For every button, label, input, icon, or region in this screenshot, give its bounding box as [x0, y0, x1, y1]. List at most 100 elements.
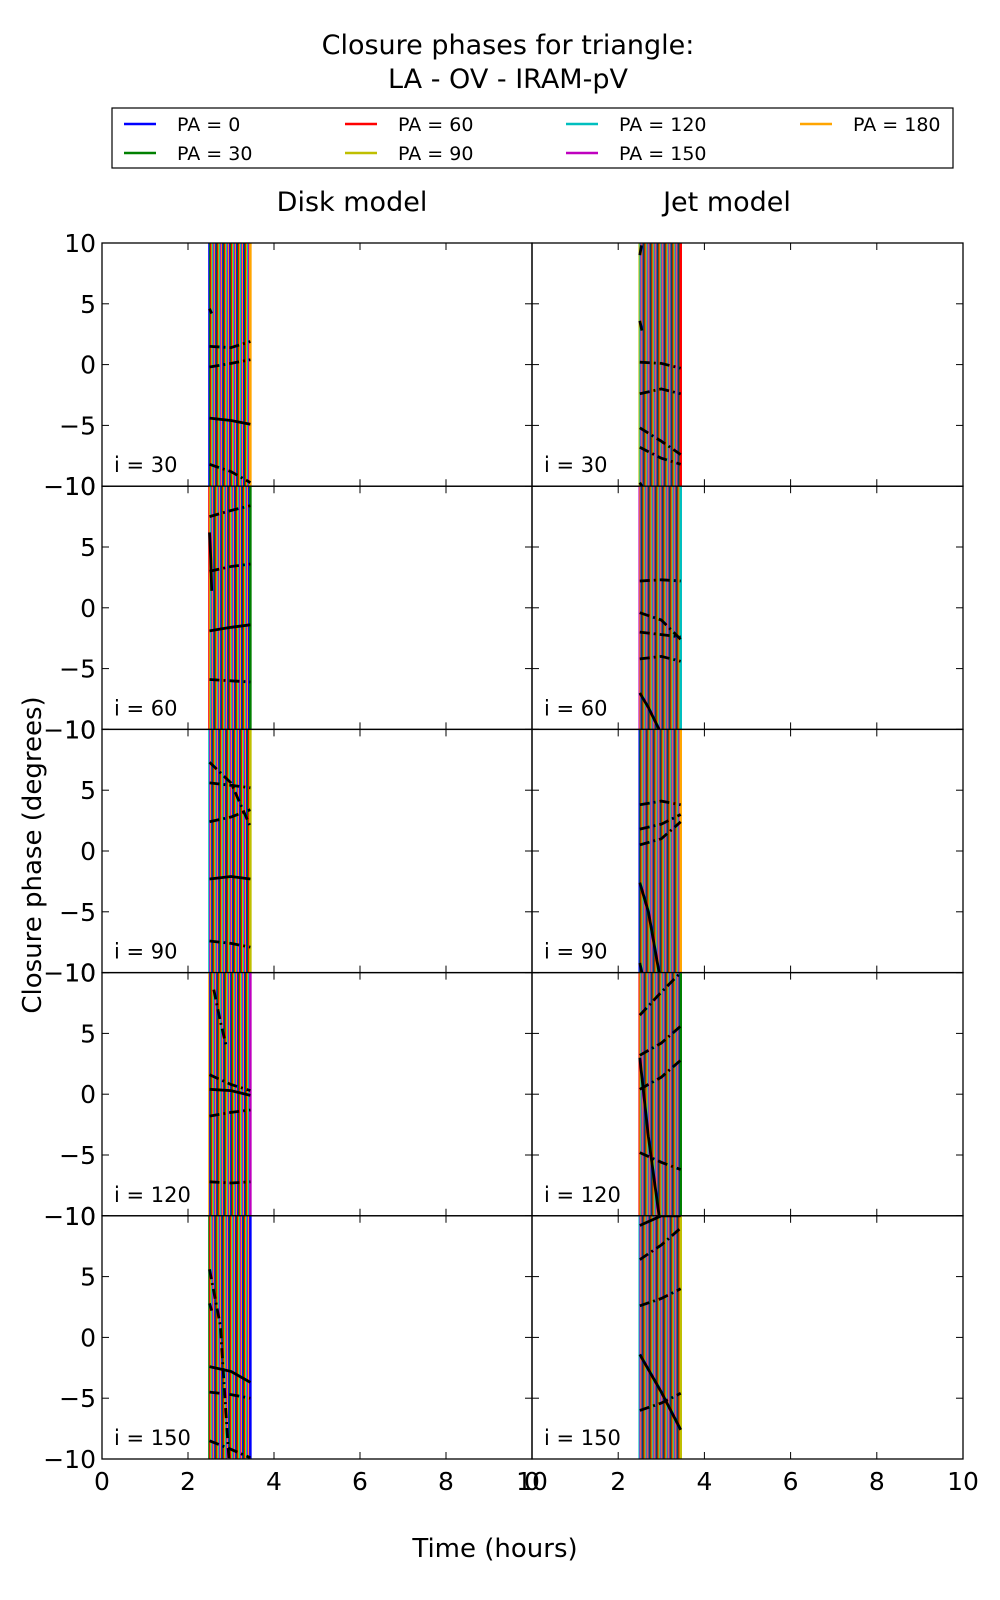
y-tick-label: 0	[80, 1080, 96, 1109]
panels: i = 30 i = 30 i = 60 i = 60 i = 90 i = 90 i = …	[101, 242, 964, 1460]
model-curve	[639, 578, 681, 583]
inclination-label: i = 120	[544, 1183, 621, 1207]
model-curve	[209, 623, 251, 633]
y-tick-label: −5	[59, 898, 96, 927]
x-tick-label: 4	[266, 1467, 282, 1496]
y-tick-label: 0	[80, 594, 96, 623]
chart-title-line-2: LA - OV - IRAM-pV	[388, 64, 628, 95]
y-tick-label: −5	[59, 1384, 96, 1413]
model-curve	[209, 939, 251, 949]
inclination-label: i = 60	[544, 696, 608, 720]
inclination-label: i = 90	[544, 940, 608, 964]
panel-frame	[101, 485, 533, 731]
x-tick-label: 8	[438, 1467, 454, 1496]
inclination-label: i = 150	[544, 1426, 621, 1450]
inclination-label: i = 90	[114, 940, 178, 964]
model-curve	[638, 882, 661, 973]
model-curve	[208, 1302, 214, 1312]
y-tick-label: 10	[64, 229, 96, 258]
inclination-label: i = 30	[114, 453, 178, 477]
x-tick-label: 6	[783, 1467, 799, 1496]
y-tick-label: −5	[59, 411, 96, 440]
model-curve	[209, 340, 251, 350]
y-tick-label: 0	[80, 1323, 96, 1352]
x-tick-label: 10	[947, 1467, 979, 1496]
model-curve	[639, 387, 682, 396]
model-curve	[639, 1226, 682, 1261]
y-tick-label: 5	[80, 533, 96, 562]
x-tick-label: 6	[352, 1467, 368, 1496]
model-curve	[208, 1439, 251, 1460]
panel-frame	[101, 971, 533, 1217]
y-tick-label: −5	[59, 655, 96, 684]
model-curve	[209, 504, 251, 518]
y-tick-label: 10	[64, 472, 96, 501]
y-tick-label: 5	[80, 1019, 96, 1048]
y-tick-label: −10	[43, 472, 96, 501]
x-axis-label: Time (hours)	[411, 1534, 577, 1564]
y-axis-label: Closure phase (degrees)	[18, 696, 48, 1013]
inclination-label: i = 120	[114, 1183, 191, 1207]
x-tick-label: 2	[180, 1467, 196, 1496]
panel: i = 120	[101, 971, 533, 1217]
model-curve	[639, 611, 682, 641]
y-tick-label: 0	[80, 837, 96, 866]
y-tick-label: 0	[80, 351, 96, 380]
panel-frame	[531, 1215, 964, 1460]
model-curve	[639, 1215, 681, 1227]
y-tick-label: 10	[64, 959, 96, 988]
model-curve	[209, 875, 251, 881]
panel: i = 150	[531, 1215, 964, 1460]
model-curve	[209, 678, 251, 684]
y-tick-label: −10	[43, 1202, 96, 1231]
inclination-label: i = 60	[114, 696, 178, 720]
inclination-label: i = 30	[544, 453, 608, 477]
model-curve	[639, 820, 682, 847]
model-curve	[209, 562, 251, 573]
model-curve	[208, 1073, 251, 1092]
panel-frame	[101, 242, 533, 487]
panel-frame	[531, 728, 964, 974]
x-tick-label: 2	[610, 1467, 626, 1496]
model-curve	[209, 1390, 251, 1400]
model-curve	[639, 630, 681, 639]
model-curve	[209, 416, 251, 426]
panel: i = 30	[101, 242, 533, 487]
model-curve	[639, 1151, 682, 1171]
panel: i = 60	[101, 485, 533, 731]
legend-entry: PA = 30	[177, 143, 252, 165]
inclination-label: i = 150	[114, 1426, 191, 1450]
panel: i = 120	[531, 971, 964, 1217]
x-tick-label: 4	[696, 1467, 712, 1496]
legend-entry: PA = 120	[619, 114, 707, 136]
model-curve	[638, 243, 644, 256]
y-tick-label: 10	[64, 715, 96, 744]
panel-frame	[531, 242, 964, 487]
model-curve	[209, 1108, 251, 1118]
model-curve	[209, 808, 251, 824]
column-title-disk: Disk model	[277, 187, 428, 218]
model-curve	[208, 532, 214, 591]
model-curve	[209, 781, 251, 790]
model-curve	[639, 813, 682, 831]
legend-entry: PA = 180	[853, 114, 941, 136]
y-tick-label: 5	[80, 1263, 96, 1292]
y-tick-label: 5	[80, 290, 96, 319]
y-tick-label: 10	[64, 1202, 96, 1231]
axis-ticks: −10−50510−10−50510−10−50510−10−50510−10−…	[43, 229, 979, 1496]
legend-frame	[111, 107, 954, 169]
panel: i = 60	[531, 485, 964, 731]
x-tick-label: 8	[869, 1467, 885, 1496]
panel-frame	[531, 971, 964, 1217]
column-title-jet: Jet model	[661, 187, 791, 218]
y-tick-label: −10	[43, 959, 96, 988]
model-curve	[209, 1087, 251, 1097]
x-tick-label: 0	[524, 1467, 540, 1496]
panel: i = 90	[101, 728, 533, 974]
panel-frame	[101, 728, 533, 974]
model-curve	[639, 360, 682, 370]
model-curve	[639, 426, 682, 456]
x-tick-label: 0	[94, 1467, 110, 1496]
